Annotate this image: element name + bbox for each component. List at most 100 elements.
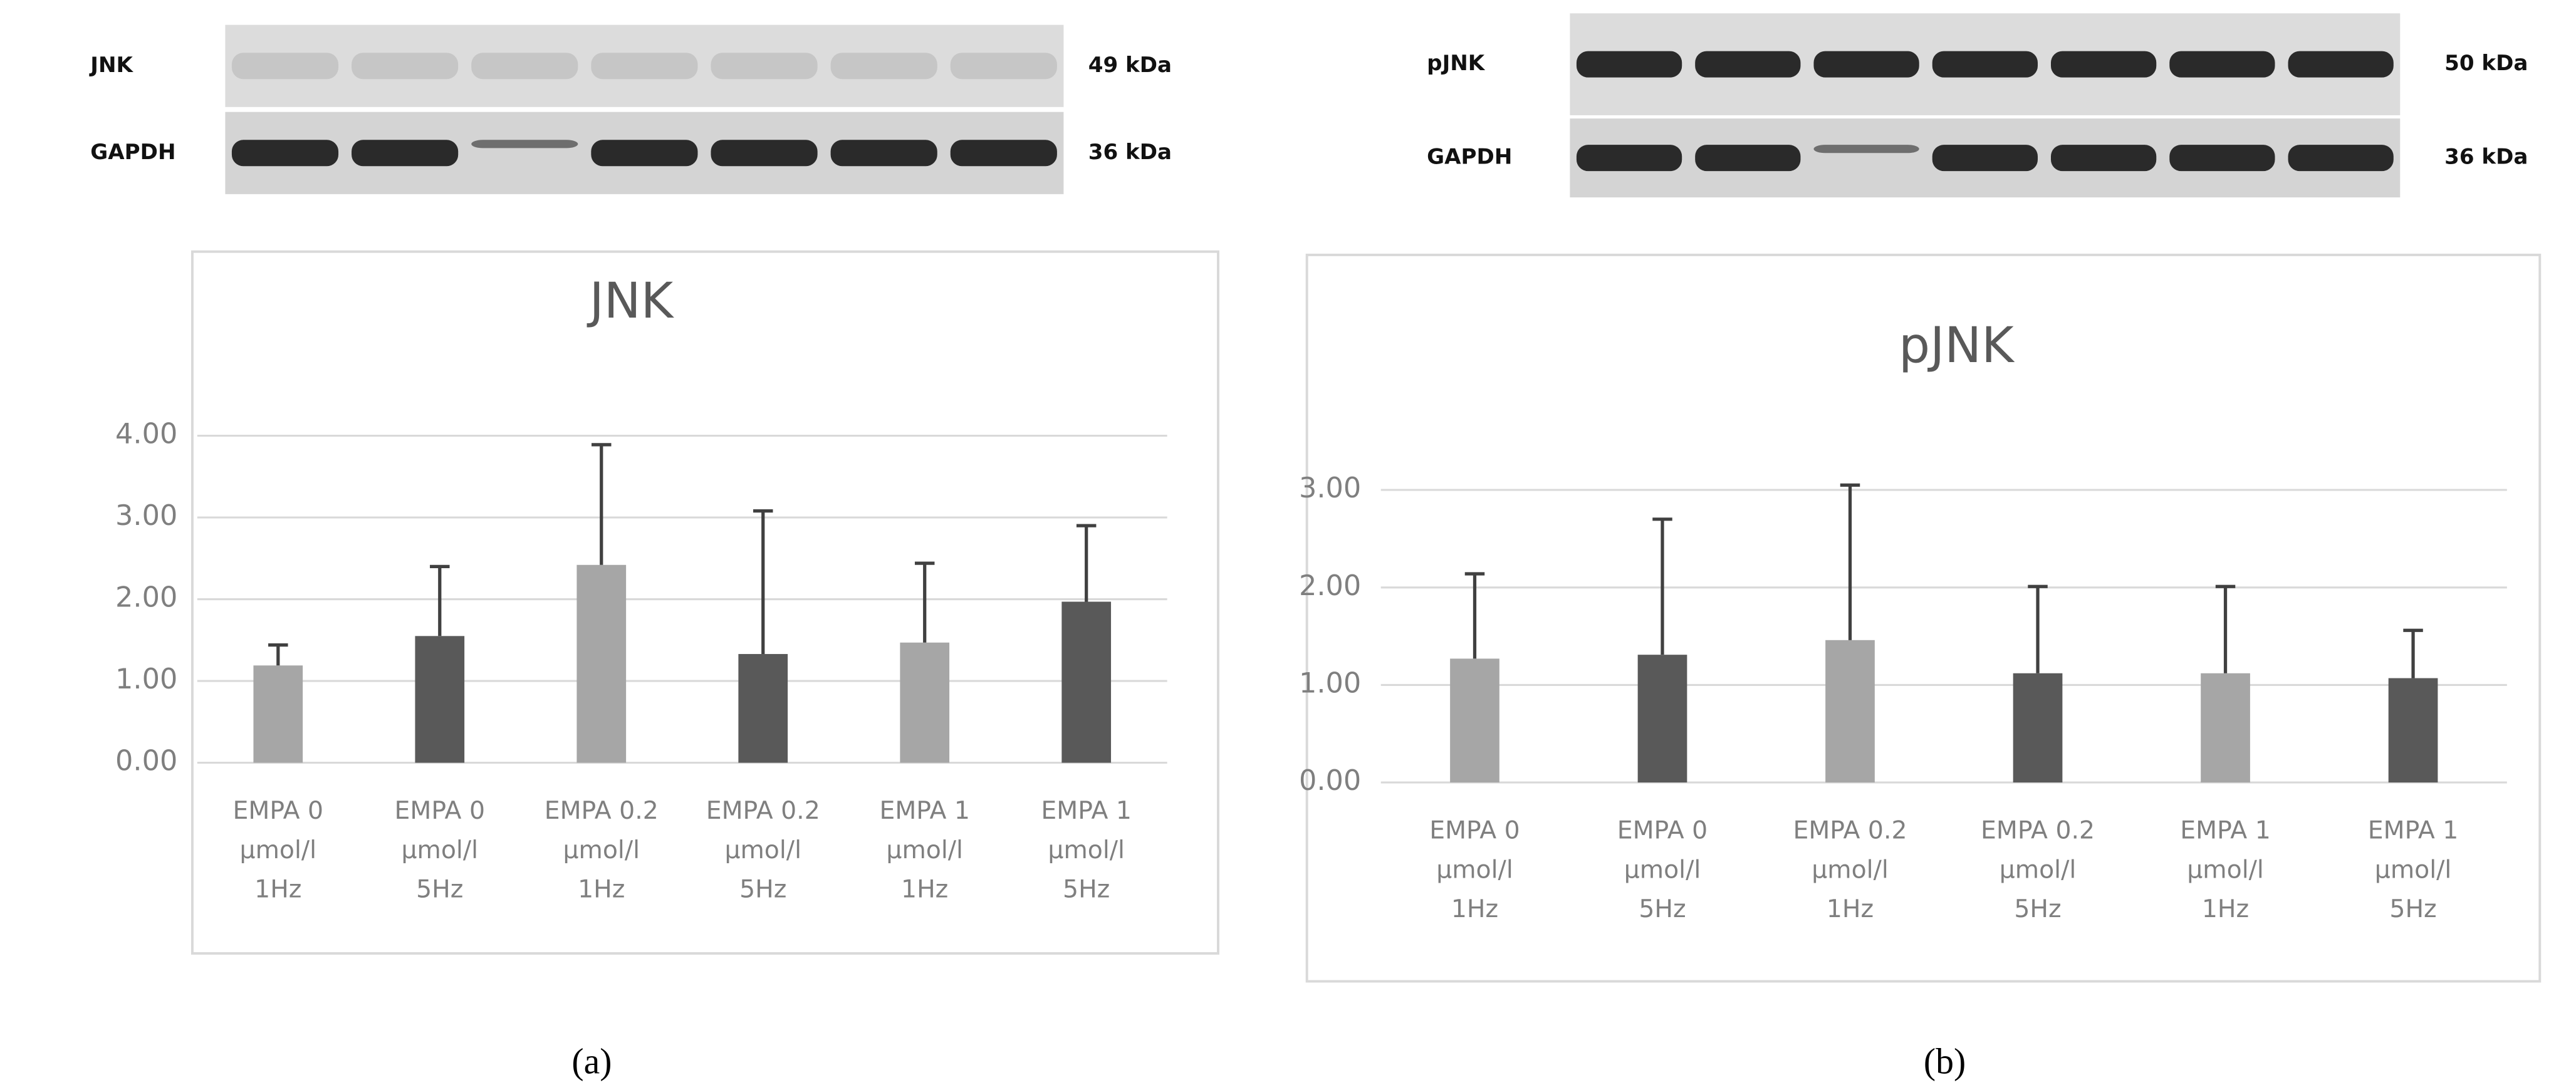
blot-band <box>1932 51 2038 78</box>
x-tick-label: EMPA 0.2 <box>1981 816 2095 844</box>
x-tick-label: 5Hz <box>1639 895 1686 923</box>
bar <box>738 654 788 763</box>
blot-band <box>2288 145 2394 172</box>
x-tick-label: 1Hz <box>1827 895 1874 923</box>
x-tick-label: EMPA 0.2 <box>706 796 820 825</box>
bar <box>900 642 950 763</box>
x-tick-label: 5Hz <box>416 875 463 904</box>
x-tick-label: µmol/l <box>1624 855 1701 884</box>
chart-title: JNK <box>587 272 675 330</box>
blot-size: 36 kDa <box>1088 140 1172 165</box>
bar <box>1061 601 1112 763</box>
x-tick-label: 5Hz <box>1063 875 1110 904</box>
x-tick-label: µmol/l <box>402 836 479 864</box>
x-tick-label: EMPA 0 <box>233 796 323 825</box>
blot-band <box>1576 51 1682 78</box>
x-tick-label: 5Hz <box>739 875 786 904</box>
blot-band <box>1695 145 1801 172</box>
blot-band <box>352 53 459 80</box>
x-tick-label: EMPA 1 <box>879 796 969 825</box>
blot-label: pJNK <box>1427 51 1486 76</box>
bar <box>2013 673 2063 783</box>
x-tick-label: 1Hz <box>1451 895 1498 923</box>
blot-band <box>711 53 818 80</box>
blot-band <box>1576 145 1682 172</box>
bar <box>1825 640 1875 783</box>
bar <box>1637 655 1687 783</box>
y-tick-label: 4.00 <box>115 418 177 450</box>
blot-band <box>231 140 339 167</box>
blot-band <box>950 140 1057 167</box>
x-tick-label: µmol/l <box>724 836 801 864</box>
x-tick-label: µmol/l <box>1812 855 1889 884</box>
y-tick-label: 1.00 <box>1299 667 1361 699</box>
x-tick-label: EMPA 0 <box>1429 816 1520 844</box>
blot-band <box>1932 145 2038 172</box>
x-tick-label: EMPA 1 <box>1041 796 1131 825</box>
blot-size: 50 kDa <box>2444 51 2528 76</box>
x-tick-label: 5Hz <box>2389 895 2436 923</box>
bar <box>1450 658 1499 783</box>
x-tick-label: µmol/l <box>2187 855 2264 884</box>
x-tick-label: EMPA 0.2 <box>545 796 659 825</box>
blot-band <box>711 140 818 167</box>
blot-band <box>2050 51 2157 78</box>
x-tick-label: µmol/l <box>1436 855 1513 884</box>
bar <box>253 665 303 763</box>
blot-band <box>950 53 1057 80</box>
x-tick-label: 1Hz <box>901 875 948 904</box>
x-tick-label: 1Hz <box>578 875 625 904</box>
y-tick-label: 3.00 <box>115 499 177 532</box>
y-tick-label: 0.00 <box>115 745 177 777</box>
blot-band <box>2169 51 2275 78</box>
blot-band <box>231 53 339 80</box>
y-tick-label: 0.00 <box>1299 764 1361 797</box>
y-tick-label: 2.00 <box>115 581 177 614</box>
x-tick-label: µmol/l <box>2000 855 2077 884</box>
panel-label: (a) <box>571 1042 612 1082</box>
blot-band <box>1695 51 1801 78</box>
blot-band <box>2050 145 2157 172</box>
blot-band <box>830 140 937 167</box>
x-tick-label: EMPA 0 <box>1617 816 1708 844</box>
blot-band <box>352 140 459 167</box>
bar <box>576 564 627 763</box>
y-tick-label: 1.00 <box>115 663 177 695</box>
bar <box>415 636 465 763</box>
x-tick-label: EMPA 1 <box>2180 816 2270 844</box>
x-tick-label: µmol/l <box>886 836 963 864</box>
blot-band <box>1813 51 1919 78</box>
x-tick-label: µmol/l <box>2375 855 2452 884</box>
x-tick-label: 5Hz <box>2014 895 2061 923</box>
blot-band <box>471 53 578 80</box>
x-tick-label: 1Hz <box>2202 895 2249 923</box>
x-tick-label: 1Hz <box>254 875 301 904</box>
y-tick-label: 2.00 <box>1299 569 1361 602</box>
blot-band <box>2288 51 2394 78</box>
chart-frame <box>1305 253 2542 983</box>
blot-band <box>2169 145 2275 172</box>
y-tick-label: 3.00 <box>1299 472 1361 504</box>
x-tick-label: µmol/l <box>240 836 317 864</box>
chart-frame <box>190 250 1219 955</box>
blot-size: 36 kDa <box>2444 145 2528 170</box>
bar <box>2388 678 2438 783</box>
blot-band <box>471 140 578 148</box>
x-tick-label: EMPA 0 <box>395 796 485 825</box>
x-tick-label: µmol/l <box>1048 836 1125 864</box>
x-tick-label: EMPA 0.2 <box>1793 816 1907 844</box>
blot-band <box>591 53 698 80</box>
blot-band <box>591 140 698 167</box>
panel-label: (b) <box>1924 1042 1966 1082</box>
bar <box>2201 673 2250 783</box>
blot-band <box>1813 145 1919 153</box>
blot-size: 49 kDa <box>1088 53 1172 78</box>
x-tick-label: µmol/l <box>563 836 640 864</box>
x-tick-label: EMPA 1 <box>2368 816 2458 844</box>
blot-label: GAPDH <box>1427 145 1512 170</box>
blot-label: JNK <box>89 53 133 78</box>
chart-title: pJNK <box>1899 316 2015 374</box>
blot-band <box>830 53 937 80</box>
blot-label: GAPDH <box>90 140 175 165</box>
